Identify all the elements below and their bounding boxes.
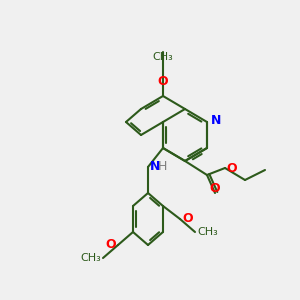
- Text: O: O: [182, 212, 193, 226]
- Text: O: O: [226, 161, 237, 175]
- Text: O: O: [210, 182, 220, 195]
- Text: N: N: [150, 160, 160, 173]
- Text: CH₃: CH₃: [80, 253, 101, 263]
- Text: CH₃: CH₃: [197, 227, 218, 237]
- Text: N: N: [211, 115, 221, 128]
- Text: O: O: [105, 238, 116, 251]
- Text: H: H: [158, 160, 167, 173]
- Text: CH₃: CH₃: [153, 52, 173, 62]
- Text: O: O: [158, 75, 168, 88]
